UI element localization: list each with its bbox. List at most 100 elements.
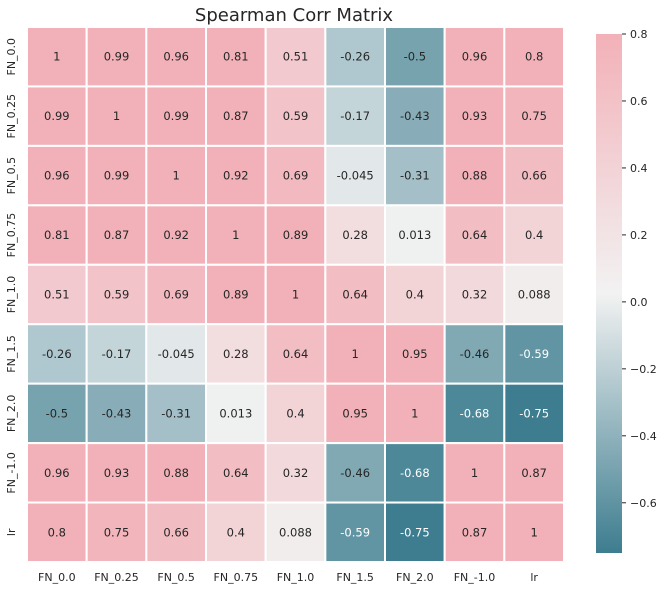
chart-title: Spearman Corr Matrix (195, 5, 394, 26)
cell-value-label: 0.013 (219, 406, 252, 420)
heatmap-cell (26, 323, 88, 385)
cell-value-label: -0.46 (460, 347, 490, 361)
heatmap-cell (264, 85, 327, 147)
cell-value-label: 0.81 (44, 228, 70, 242)
cell-value-label: 1 (53, 50, 60, 64)
x-tick-label: FN_0.25 (94, 571, 139, 584)
heatmap-cell (26, 263, 88, 326)
cell-value-label: 1 (232, 228, 239, 242)
y-axis-tick-labels: FN_0.0 FN_0.25 FN_0.5 FN_0.75 FN_1.0 FN_1.5 FN… (5, 38, 18, 536)
cell-value-label: 0.99 (104, 50, 130, 64)
heatmap-cell (324, 323, 387, 385)
colorbar-tick-label: 0.2 (630, 229, 648, 242)
x-tick-label: FN_1.5 (336, 571, 374, 584)
heatmap-cell (264, 501, 327, 563)
cell-value-label: -0.46 (340, 466, 370, 480)
heatmap-cell (205, 442, 267, 504)
colorbar-tick-label: 0.6 (630, 95, 648, 108)
heatmap-cell (384, 382, 446, 445)
colorbar-tick-label: −0.6 (630, 497, 657, 510)
heatmap-cell (264, 442, 327, 504)
x-tick-label: FN_-1.0 (454, 571, 496, 584)
cell-value-label: 0.64 (223, 466, 249, 480)
heatmap-cell (85, 382, 148, 445)
cell-value-label: 0.96 (462, 50, 488, 64)
cell-value-label: 0.81 (223, 50, 249, 64)
cell-value-label: 0.99 (163, 109, 189, 123)
heatmap-cell (145, 144, 207, 207)
cell-value-label: 0.88 (462, 169, 488, 183)
heatmap-cell (205, 501, 267, 563)
colorbar-gradient (596, 34, 622, 553)
cell-value-label: 0.28 (223, 347, 249, 361)
x-tick-label: FN_2.0 (396, 571, 434, 584)
cell-value-label: 0.32 (283, 466, 309, 480)
cell-value-label: -0.43 (400, 109, 430, 123)
heatmap-cell (26, 501, 88, 563)
cell-value-label: -0.43 (102, 406, 132, 420)
cell-value-label: 0.66 (163, 525, 189, 539)
heatmap-cell (503, 442, 566, 504)
heatmap-cell (503, 323, 566, 385)
heatmap-cell (85, 501, 148, 563)
heatmap-cell (324, 263, 387, 326)
cell-value-label: 0.4 (525, 228, 543, 242)
cell-value-label: -0.17 (340, 109, 370, 123)
cell-value-label: 0.75 (104, 525, 130, 539)
cell-value-label: -0.31 (161, 406, 191, 420)
cell-value-label: 1 (531, 525, 538, 539)
heatmap-cell (26, 26, 88, 88)
x-axis-tick-labels: FN_0.0 FN_0.25 FN_0.5 FN_0.75 FN_1.0 FN_1.5 FN… (38, 571, 538, 584)
colorbar: 0.8 0.6 0.4 0.2 0.0 −0.2 −0.4 −0.6 (596, 28, 657, 553)
x-tick-label: FN_0.5 (157, 571, 195, 584)
colorbar-tick-label: −0.2 (630, 363, 657, 376)
x-tick-label: FN_1.0 (277, 571, 315, 584)
heatmap-cell (503, 501, 566, 563)
heatmap-cell (26, 144, 88, 207)
heatmap-cell (145, 501, 207, 563)
cell-value-label: -0.17 (102, 347, 132, 361)
cell-value-label: 0.93 (462, 109, 488, 123)
heatmap-cell (384, 85, 446, 147)
cell-value-label: 0.013 (398, 228, 431, 242)
cell-value-label: -0.5 (404, 50, 426, 64)
cell-value-label: 1 (471, 466, 478, 480)
heatmap-cell (205, 204, 267, 266)
heatmap-cell (145, 85, 207, 147)
heatmap-cell (26, 442, 88, 504)
cell-value-label: 0.66 (521, 169, 547, 183)
cell-value-label: 0.51 (283, 50, 309, 64)
heatmap-cell (503, 263, 566, 326)
cell-value-label: -0.31 (400, 169, 430, 183)
cell-value-label: 0.87 (223, 109, 249, 123)
cell-value-label: -0.045 (337, 169, 374, 183)
heatmap-cell (443, 85, 506, 147)
colorbar-tick-label: −0.4 (630, 430, 657, 443)
heatmap-cell (205, 144, 267, 207)
cell-value-label: 0.88 (163, 466, 189, 480)
y-tick-label: FN_2.0 (5, 395, 18, 433)
heatmap-cell (443, 26, 506, 88)
heatmap-cell (145, 442, 207, 504)
cell-value-label: -0.26 (340, 50, 370, 64)
x-tick-label: FN_0.75 (214, 571, 259, 584)
cell-value-label: 0.088 (279, 525, 312, 539)
cell-value-label: 0.32 (462, 288, 488, 302)
cell-value-label: 0.96 (44, 466, 70, 480)
cell-value-label: 1 (411, 406, 418, 420)
cell-value-label: 0.59 (283, 109, 309, 123)
colorbar-tick-label: 0.4 (630, 162, 648, 175)
heatmap-cell (503, 85, 566, 147)
cell-value-label: -0.68 (460, 406, 490, 420)
cell-value-label: 0.69 (163, 288, 189, 302)
cell-value-label: 1 (292, 288, 299, 302)
heatmap-cell (26, 382, 88, 445)
cell-value-label: 0.89 (223, 288, 249, 302)
cell-value-label: 1 (113, 109, 120, 123)
heatmap-cell (503, 204, 566, 266)
y-tick-label: FN_-1.0 (5, 452, 18, 494)
cell-value-label: 0.4 (406, 288, 424, 302)
heatmap-cell (264, 382, 327, 445)
cell-value-label: 0.95 (342, 406, 368, 420)
